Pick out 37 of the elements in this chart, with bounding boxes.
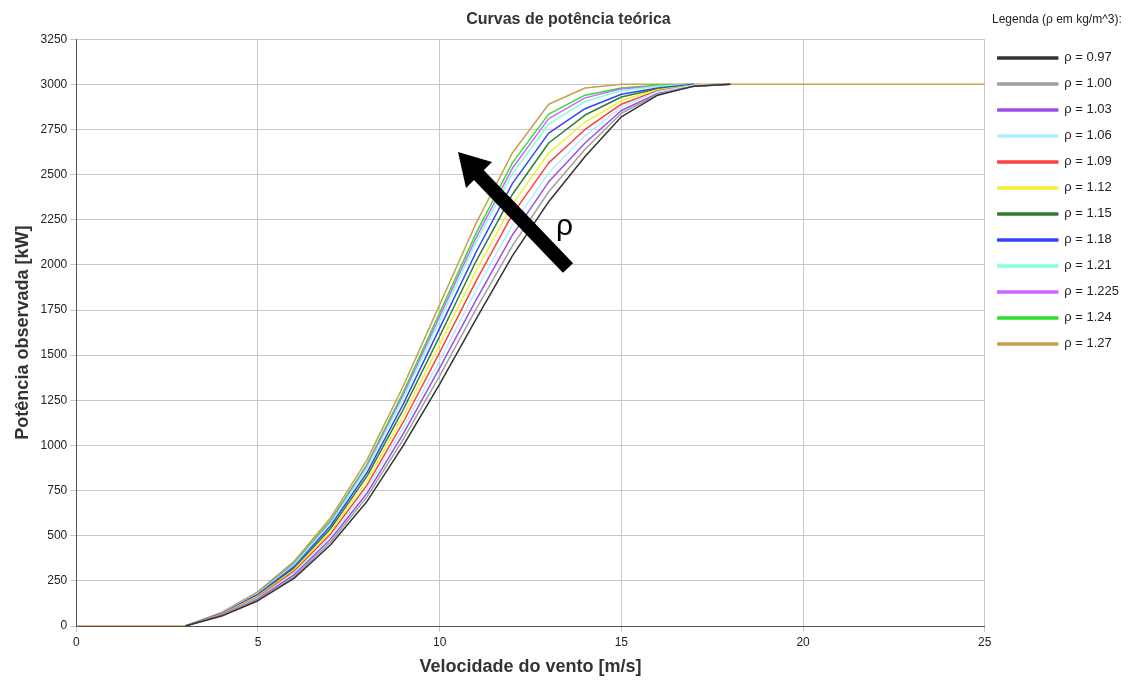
legend-label: ρ = 1.12 bbox=[1064, 179, 1112, 195]
legend-label: ρ = 1.27 bbox=[1064, 335, 1112, 351]
chart-title: Curvas de potência teórica bbox=[466, 10, 671, 28]
legend-label: ρ = 0.97 bbox=[1064, 49, 1112, 65]
legend-label: ρ = 1.18 bbox=[1064, 231, 1112, 247]
legend-title: Legenda (ρ em kg/m^3): bbox=[991, 12, 1122, 27]
y-tick-label: 750 bbox=[47, 482, 68, 497]
y-tick-label: 2750 bbox=[40, 121, 68, 136]
y-tick-label: 2000 bbox=[40, 257, 68, 272]
annotation: ρ bbox=[556, 208, 574, 242]
y-tick-label: 1000 bbox=[40, 437, 68, 452]
y-tick-label: 0 bbox=[60, 618, 68, 633]
y-tick-label: 250 bbox=[47, 573, 68, 588]
y-tick-label: 1250 bbox=[40, 392, 68, 407]
y-tick-label: 3250 bbox=[40, 31, 68, 46]
y-tick-label: 2500 bbox=[40, 166, 68, 181]
y-tick-label: 500 bbox=[47, 528, 68, 543]
y-tick-label: 2250 bbox=[40, 212, 68, 227]
legend-label: ρ = 1.225 bbox=[1064, 283, 1120, 299]
legend-label: ρ = 1.15 bbox=[1064, 205, 1112, 221]
legend-label: ρ = 1.00 bbox=[1064, 75, 1112, 91]
y-tick-label: 1750 bbox=[40, 302, 68, 317]
legend-label: ρ = 1.03 bbox=[1064, 101, 1112, 117]
legend-label: ρ = 1.09 bbox=[1064, 153, 1112, 169]
x-tick-label: 15 bbox=[614, 634, 629, 649]
legend-label: ρ = 1.24 bbox=[1064, 309, 1112, 325]
y-tick-label: 1500 bbox=[40, 347, 68, 362]
legend-label: ρ = 1.21 bbox=[1064, 257, 1112, 273]
x-axis-title: Velocidade do vento [m/s] bbox=[419, 656, 642, 677]
x-tick-label: 10 bbox=[433, 634, 447, 649]
legend-label: ρ = 1.06 bbox=[1064, 127, 1112, 143]
x-tick-label: 0 bbox=[72, 634, 80, 649]
x-tick-label: 25 bbox=[978, 634, 992, 649]
y-axis-title: Potência observada [kW] bbox=[11, 225, 32, 440]
x-tick-label: 5 bbox=[254, 634, 262, 649]
x-tick-label: 20 bbox=[796, 634, 811, 649]
y-tick-label: 3000 bbox=[40, 76, 68, 91]
